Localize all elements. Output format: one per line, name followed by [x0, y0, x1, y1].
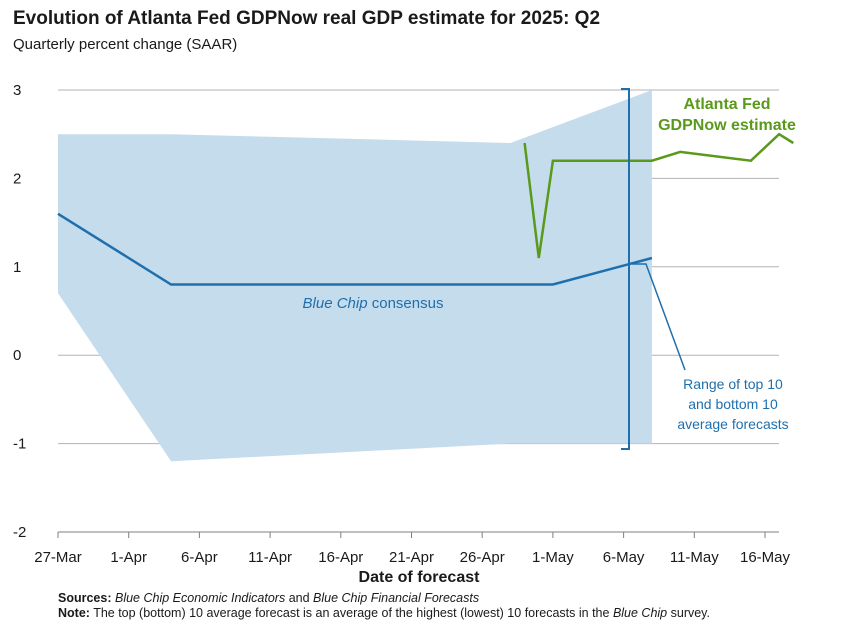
bluechip-label: Blue Chip consensus — [303, 295, 444, 312]
y-tick-label: 3 — [13, 82, 21, 99]
sources-line: Sources: Blue Chip Economic Indicators a… — [58, 591, 480, 605]
range-callout-leader — [632, 263, 686, 371]
y-axis-ticks: 3 2 1 0 -1 -2 — [13, 82, 26, 541]
y-tick-label: 2 — [13, 170, 21, 187]
chart-notes: Sources: Blue Chip Economic Indicators a… — [58, 591, 838, 621]
x-tick-label: 11-Apr — [248, 549, 292, 566]
series-lines — [57, 132, 794, 286]
x-tick-label: 21-Apr — [389, 549, 434, 566]
x-axis-ticks: 27-Mar 1-Apr 6-Apr 11-Apr 16-Apr 21-Apr 26-Apr… — [34, 532, 791, 566]
x-tick-label: 1-Apr — [110, 549, 147, 566]
gdpnow-estimate-line — [523, 132, 794, 259]
gdpnow-label-line2: GDPNow estimate — [658, 117, 796, 134]
x-tick-label: 16-Apr — [318, 549, 363, 566]
x-axis-label: Date of forecast — [359, 569, 481, 586]
forecast-range-band — [58, 90, 652, 462]
x-tick-label: 26-Apr — [460, 549, 505, 566]
x-tick-label: 16-May — [740, 549, 791, 566]
chart-subtitle: Quarterly percent change (SAAR) — [13, 36, 238, 53]
y-tick-label: 1 — [13, 259, 21, 276]
gdpnow-label-line1: Atlanta Fed — [683, 96, 770, 113]
bluechip-consensus-line — [57, 212, 653, 286]
y-tick-label: -2 — [13, 524, 26, 541]
x-tick-label: 27-Mar — [34, 549, 82, 566]
x-tick-label: 6-May — [603, 549, 645, 566]
range-band-area — [58, 90, 652, 462]
range-label-line2: and bottom 10 — [688, 396, 778, 412]
x-tick-label: 1-May — [532, 549, 574, 566]
y-tick-label: -1 — [13, 436, 26, 453]
range-label-line1: Range of top 10 — [683, 376, 783, 392]
gdp-chart: 3 2 1 0 -1 -2 27-Mar 1-Apr 6-Apr 11-Apr 16-Apr 21-… — [13, 82, 796, 586]
chart-title: Evolution of Atlanta Fed GDPNow real GDP… — [13, 8, 601, 29]
x-tick-label: 6-Apr — [181, 549, 218, 566]
y-tick-label: 0 — [13, 347, 21, 364]
x-tick-label: 11-May — [670, 549, 719, 566]
range-label-line3: average forecasts — [677, 416, 788, 432]
note-line: Note: The top (bottom) 10 average foreca… — [58, 606, 710, 620]
range-bracket — [621, 88, 630, 450]
